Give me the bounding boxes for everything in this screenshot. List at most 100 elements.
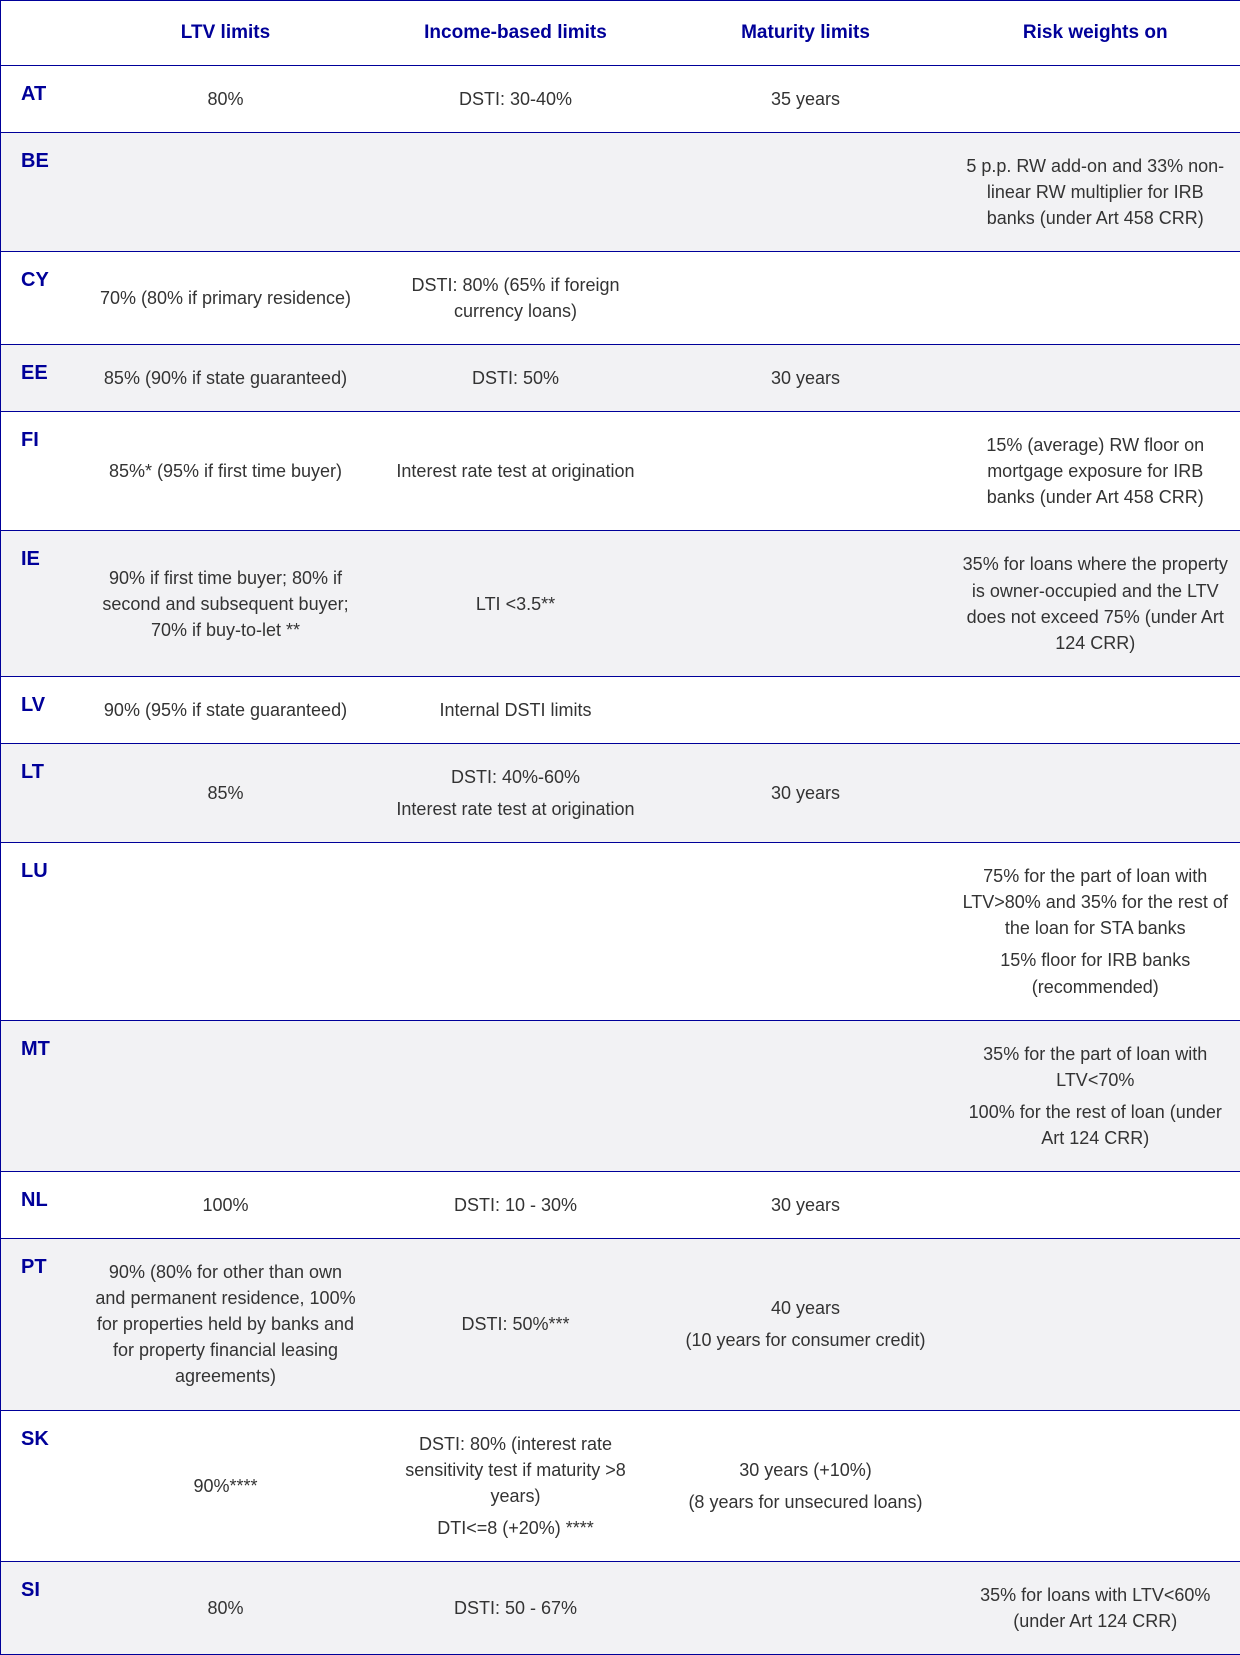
cell-risk — [951, 65, 1240, 132]
header-row: LTV limits Income-based limits Maturity … — [1, 1, 1240, 66]
country-code: BE — [1, 132, 81, 251]
cell-risk — [951, 743, 1240, 842]
cell-income: DSTI: 50%*** — [371, 1239, 661, 1410]
header-income: Income-based limits — [371, 1, 661, 66]
country-code: MT — [1, 1020, 81, 1171]
table-row: EE 85% (90% if state guaranteed) DSTI: 50%… — [1, 345, 1240, 412]
cell-text: 5 p.p. RW add-on and 33% non-linear RW m… — [963, 153, 1229, 231]
cell-ltv — [81, 1020, 371, 1171]
cell-income: DSTI: 80% (65% if foreign currency loans… — [371, 251, 661, 344]
cell-text: 35% for the part of loan with LTV<70% — [963, 1041, 1229, 1093]
table-row: AT 80% DSTI: 30-40% 35 years — [1, 65, 1240, 132]
cell-maturity: 35 years — [661, 65, 951, 132]
cell-maturity: 30 years — [661, 345, 951, 412]
header-risk: Risk weights on — [951, 1, 1240, 66]
cell-income: LTI <3.5** — [371, 531, 661, 676]
cell-text: 30 years — [673, 1192, 939, 1218]
country-code: FI — [1, 412, 81, 531]
table-row: FI85%* (95% if first time buyer) Interest… — [1, 412, 1240, 531]
table-row: SK90%****DSTI: 80% (interest rate sensit… — [1, 1410, 1240, 1561]
cell-text: 30 years (+10%) — [673, 1457, 939, 1483]
cell-text: Internal DSTI limits — [383, 697, 649, 723]
cell-risk: 5 p.p. RW add-on and 33% non-linear RW m… — [951, 132, 1240, 251]
table-row: MT 35% for the part of loan with LTV<70% 1… — [1, 1020, 1240, 1171]
cell-text: 80% — [93, 86, 359, 112]
cell-maturity: 30 years — [661, 1171, 951, 1238]
cell-text: 90% if first time buyer; 80% if second a… — [93, 565, 359, 643]
cell-income — [371, 1020, 661, 1171]
country-code: LT — [1, 743, 81, 842]
cell-text: DSTI: 80% (interest rate sensitivity tes… — [383, 1431, 649, 1509]
cell-text: DSTI: 50%*** — [383, 1311, 649, 1337]
table-row: SI80%DSTI: 50 - 67%35% for loans with LT… — [1, 1561, 1240, 1654]
cell-text: 30 years — [673, 365, 939, 391]
table-row: BE 5 p.p. RW add-on and 33% non-linear RW… — [1, 132, 1240, 251]
cell-ltv: 85% — [81, 743, 371, 842]
cell-text: 40 years — [673, 1295, 939, 1321]
cell-maturity — [661, 132, 951, 251]
cell-ltv: 100% — [81, 1171, 371, 1238]
cell-text: Interest rate test at origination — [383, 796, 649, 822]
cell-ltv: 85% (90% if state guaranteed) — [81, 345, 371, 412]
country-code: AT — [1, 65, 81, 132]
cell-risk: 75% for the part of loan with LTV>80% an… — [951, 843, 1240, 1020]
country-code: LV — [1, 676, 81, 743]
cell-text: 100% — [93, 1192, 359, 1218]
cell-text: LTI <3.5** — [383, 591, 649, 617]
cell-text: DTI<=8 (+20%) **** — [383, 1515, 649, 1541]
header-blank — [1, 1, 81, 66]
cell-income: DSTI: 40%-60% Interest rate test at origi… — [371, 743, 661, 842]
cell-income: DSTI: 10 - 30% — [371, 1171, 661, 1238]
cell-text: 80% — [93, 1595, 359, 1621]
country-code: IE — [1, 531, 81, 676]
cell-text: (10 years for consumer credit) — [673, 1327, 939, 1353]
table-row: CY 70% (80% if primary residence) DSTI: 80… — [1, 251, 1240, 344]
cell-text: DSTI: 50 - 67% — [383, 1595, 649, 1621]
table-row: IE90% if first time buyer; 80% if second… — [1, 531, 1240, 676]
cell-maturity: 30 years — [661, 743, 951, 842]
cell-risk — [951, 1410, 1240, 1561]
cell-ltv — [81, 843, 371, 1020]
cell-risk — [951, 345, 1240, 412]
cell-text: 70% (80% if primary residence) — [93, 285, 359, 311]
country-code: NL — [1, 1171, 81, 1238]
cell-text: 90% (80% for other than own and permanen… — [93, 1259, 359, 1389]
cell-maturity — [661, 1561, 951, 1654]
cell-risk — [951, 1239, 1240, 1410]
cell-income: Interest rate test at origination — [371, 412, 661, 531]
cell-maturity: 30 years (+10%) (8 years for unsecured lo… — [661, 1410, 951, 1561]
header-ltv: LTV limits — [81, 1, 371, 66]
cell-risk — [951, 251, 1240, 344]
cell-text: 100% for the rest of loan (under Art 124… — [963, 1099, 1229, 1151]
cell-text: Interest rate test at origination — [383, 458, 649, 484]
cell-risk: 15% (average) RW floor on mortgage expos… — [951, 412, 1240, 531]
cell-text: 35 years — [673, 86, 939, 112]
cell-maturity — [661, 412, 951, 531]
cell-text: (8 years for unsecured loans) — [673, 1489, 939, 1515]
cell-income: DSTI: 50 - 67% — [371, 1561, 661, 1654]
cell-text: DSTI: 50% — [383, 365, 649, 391]
cell-maturity — [661, 251, 951, 344]
table-row: NL 100% DSTI: 10 - 30% 30 years — [1, 1171, 1240, 1238]
cell-text: 15% floor for IRB banks (recommended) — [963, 947, 1229, 999]
cell-text: 85% — [93, 780, 359, 806]
cell-income — [371, 843, 661, 1020]
cell-text: DSTI: 80% (65% if foreign currency loans… — [383, 272, 649, 324]
cell-ltv: 90%**** — [81, 1410, 371, 1561]
table-row: LV90% (95% if state guaranteed) Internal … — [1, 676, 1240, 743]
cell-income: Internal DSTI limits — [371, 676, 661, 743]
cell-risk — [951, 1171, 1240, 1238]
cell-text: 35% for loans where the property is owne… — [963, 551, 1229, 655]
cell-text: DSTI: 30-40% — [383, 86, 649, 112]
country-code: SK — [1, 1410, 81, 1561]
cell-text: DSTI: 40%-60% — [383, 764, 649, 790]
cell-maturity — [661, 676, 951, 743]
cell-text: 85% (90% if state guaranteed) — [93, 365, 359, 391]
cell-ltv: 90% (95% if state guaranteed) — [81, 676, 371, 743]
cell-ltv: 85%* (95% if first time buyer) — [81, 412, 371, 531]
country-code: EE — [1, 345, 81, 412]
table-row: LT 85% DSTI: 40%-60% Interest rate test at … — [1, 743, 1240, 842]
country-code: CY — [1, 251, 81, 344]
cell-income — [371, 132, 661, 251]
cell-maturity — [661, 843, 951, 1020]
